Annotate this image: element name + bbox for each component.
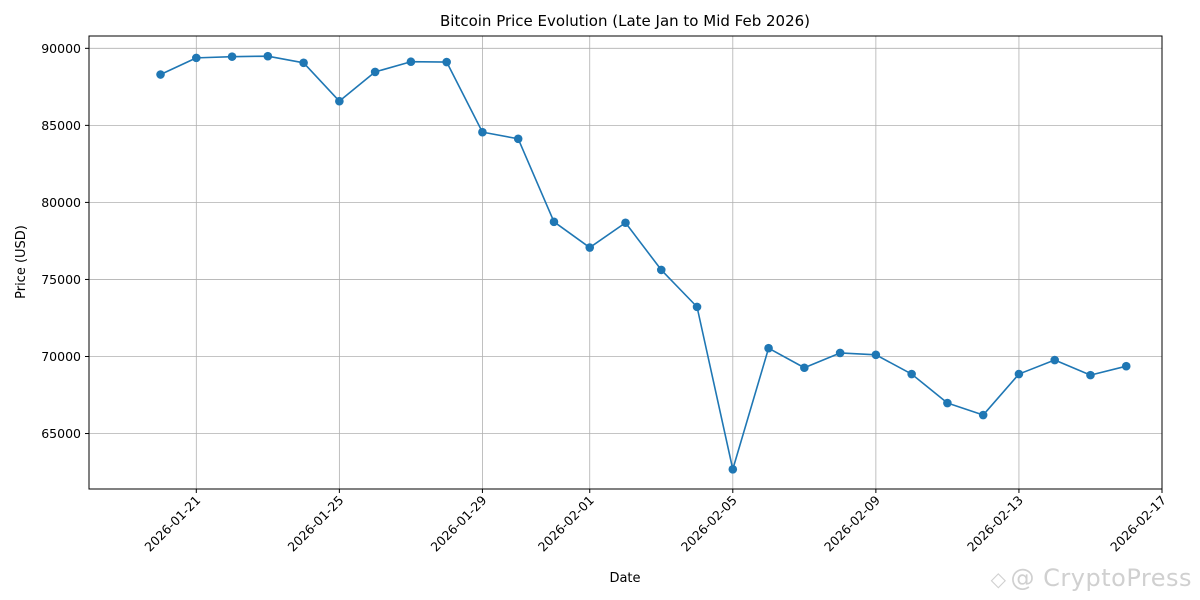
x-tick-label: 2026-02-09 — [821, 492, 883, 554]
axes: 65000 70000 75000 80000 85000 90000 2026-01-21… — [41, 41, 1169, 555]
data-point — [907, 369, 916, 379]
y-tick-label: 65000 — [41, 426, 81, 441]
x-tick-label: 2026-02-13 — [964, 493, 1026, 555]
data-point — [943, 398, 952, 408]
x-axis-label: Date — [609, 571, 640, 586]
data-point — [192, 53, 201, 63]
diamond-logo-icon: ◇ — [990, 567, 1007, 591]
data-point — [549, 217, 559, 227]
data-point — [370, 67, 380, 77]
y-tick-label: 70000 — [41, 349, 81, 364]
x-tick-label: 2026-02-01 — [535, 493, 597, 555]
data-point — [871, 350, 881, 360]
data-point — [1014, 369, 1024, 379]
data-point — [978, 410, 988, 420]
y-tick-label: 85000 — [41, 118, 81, 133]
data-point — [764, 343, 773, 353]
data-point — [835, 348, 845, 358]
chart-title: Bitcoin Price Evolution (Late Jan to Mid… — [440, 12, 810, 30]
data-point — [263, 51, 273, 61]
x-tick-label: 2026-01-29 — [428, 492, 490, 554]
data-point — [585, 243, 595, 252]
data-point — [478, 127, 487, 137]
y-tick-label: 90000 — [41, 41, 81, 56]
grid — [89, 36, 1163, 489]
data-point — [621, 218, 630, 228]
data-point — [406, 57, 416, 67]
x-tick-label: 2026-01-21 — [141, 493, 203, 555]
data-point — [227, 52, 237, 61]
y-axis-label: Price (USD) — [14, 225, 29, 299]
y-tick-label: 80000 — [41, 195, 81, 210]
data-point — [1086, 370, 1095, 380]
data-point — [656, 265, 666, 275]
y-tick-label: 75000 — [41, 272, 81, 287]
data-point — [335, 96, 344, 106]
x-tick-label: 2026-02-17 — [1107, 493, 1169, 555]
series-layer — [156, 51, 1131, 474]
data-point — [800, 363, 809, 373]
watermark-text: @ CryptoPress — [1010, 564, 1192, 592]
data-point — [442, 57, 451, 67]
watermark: ◇ @ CryptoPress — [991, 564, 1192, 592]
data-point — [692, 302, 702, 312]
data-point — [1121, 361, 1131, 371]
data-point — [1050, 355, 1059, 365]
plot-frame — [88, 35, 1163, 490]
data-point — [299, 58, 308, 68]
data-point — [156, 70, 165, 79]
data-point — [728, 464, 738, 474]
data-point — [513, 134, 523, 144]
x-tick-label: 2026-01-25 — [285, 493, 347, 555]
series-line — [160, 55, 1127, 471]
x-tick-label: 2026-02-05 — [678, 493, 740, 555]
